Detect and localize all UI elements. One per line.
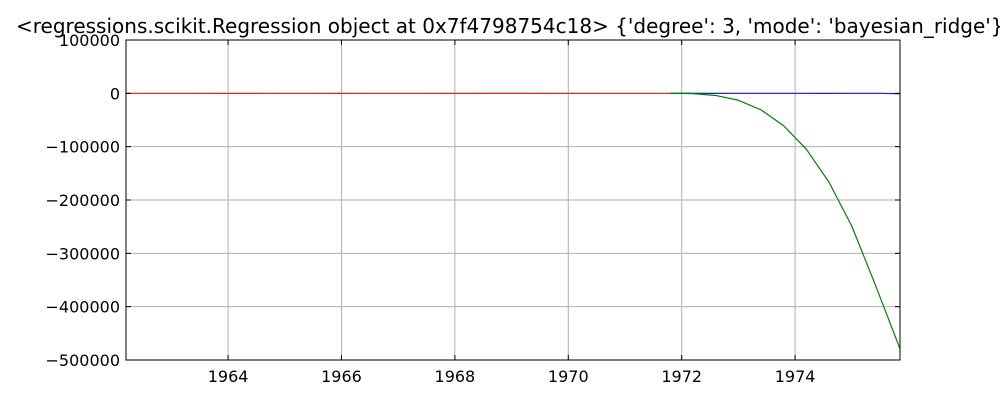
x-tick-label: 1970 [548,367,589,386]
y-tick-label: −400000 [46,298,120,317]
y-tick-label: −500000 [46,351,120,370]
x-tick-label: 1974 [775,367,816,386]
x-tick-label: 1964 [208,367,249,386]
series-line-3 [670,92,901,350]
y-tick-label: 100000 [59,31,120,50]
grid-lines [126,39,900,361]
y-tick-label: 0 [110,84,120,103]
axis-ticks: 1964 1966 1968 1970 1972 1974 100000 0 −100000 −2… [46,31,900,386]
x-tick-label: 1968 [435,367,476,386]
y-tick-label: −200000 [46,191,120,210]
y-tick-label: −100000 [46,138,120,157]
series-lines [125,92,901,350]
x-tick-label: 1972 [661,367,702,386]
x-tick-label: 1966 [321,367,362,386]
chart-title: <regressions.scikit.Regression object at… [16,14,1000,38]
y-tick-label: −300000 [46,244,120,263]
